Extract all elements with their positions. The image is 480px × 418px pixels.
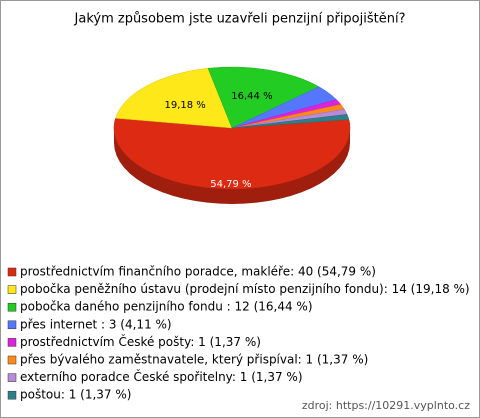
legend-label: externího poradce České spořitelny: 1 (1… — [20, 369, 303, 384]
legend-label: pobočka daného penzijního fondu : 12 (16… — [20, 300, 313, 314]
legend-swatch — [7, 338, 17, 347]
legend-swatch — [7, 390, 17, 400]
legend-swatch — [7, 355, 17, 365]
legend-swatch — [7, 267, 17, 277]
legend-label: prostřednictvím České pošty: 1 (1,37 %) — [20, 334, 261, 349]
pie-side — [114, 128, 350, 204]
legend-label: prostřednictvím finančního poradce, makl… — [20, 265, 376, 279]
legend-label: přes bývalého zaměstnavatele, který přis… — [20, 353, 368, 367]
source: zdroj: https://10291.vyplnto.cz — [302, 399, 470, 412]
pie-slice — [231, 114, 350, 129]
pie-slice — [207, 66, 320, 129]
slice-label: 16,44 % — [231, 91, 272, 102]
legend-label: přes internet : 3 (4,11 %) — [20, 317, 172, 331]
legend-swatch — [7, 320, 17, 330]
legend-swatch — [7, 302, 17, 312]
legend-swatch — [7, 373, 17, 382]
legend-label: poštou: 1 (1,37 %) — [20, 388, 131, 402]
chart-title: Jakým způsobem jste uzavřeli penzijní př… — [74, 12, 406, 27]
slice-label: 54,79 % — [210, 179, 251, 190]
legend-label: pobočka peněžního ústavu (prodejní místo… — [20, 282, 470, 296]
pie-slice — [113, 117, 351, 190]
slice-label: 19,18 % — [164, 100, 205, 111]
pie-slice — [115, 68, 233, 129]
legend-swatch — [7, 285, 17, 294]
